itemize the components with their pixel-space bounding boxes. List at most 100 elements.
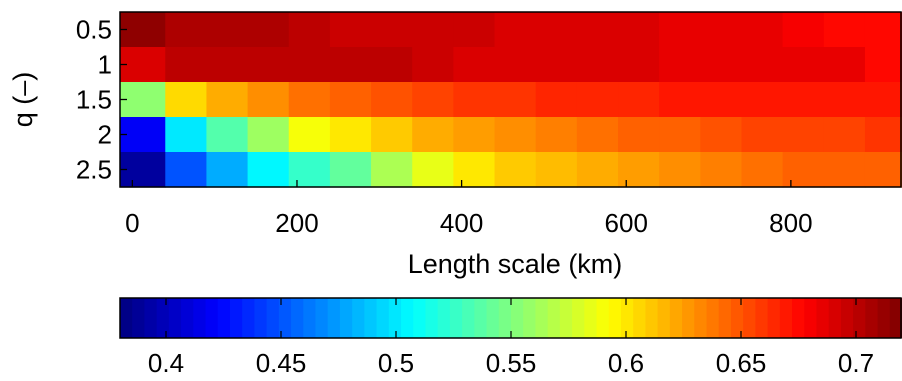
colorbar-swatch	[511, 298, 524, 338]
heatmap-cell	[741, 12, 784, 48]
colorbar-swatch	[572, 298, 585, 338]
heatmap-cell	[535, 47, 578, 83]
colorbar-swatch	[620, 298, 634, 338]
heatmap-cell	[329, 152, 372, 188]
colorbar-swatch	[559, 298, 573, 338]
heatmap-cell	[823, 117, 866, 153]
colorbar-tick-label: 0.45	[256, 348, 307, 378]
heatmap-cell	[165, 47, 208, 83]
heatmap-cell	[412, 82, 454, 118]
heatmap-cell	[165, 12, 208, 48]
heatmap-cell	[535, 117, 578, 153]
heatmap-cell	[823, 12, 866, 48]
colorbar-tick-label: 0.7	[838, 348, 874, 378]
heatmap-cell	[576, 12, 619, 48]
heatmap-cell	[741, 47, 784, 83]
heatmap-cell	[371, 47, 413, 83]
colorbar-swatch	[254, 298, 268, 338]
heatmap-cell	[576, 47, 619, 83]
colorbar-swatch	[339, 298, 353, 338]
colorbar-swatch	[242, 298, 256, 338]
heatmap-cell	[247, 12, 290, 48]
heatmap-cell	[120, 152, 166, 188]
y-tick-label: 1.5	[76, 85, 112, 115]
colorbar-swatch	[462, 298, 475, 338]
heatmap-cell	[453, 47, 496, 83]
heatmap-cell	[206, 47, 249, 83]
y-axis-label: q (–)	[8, 72, 38, 128]
colorbar-swatch	[792, 298, 805, 338]
colorbar-swatch	[828, 298, 842, 338]
colorbar-swatch	[889, 298, 902, 338]
heatmap-cells	[120, 12, 902, 188]
colorbar-swatch	[437, 298, 451, 338]
heatmap-cell	[535, 152, 578, 188]
colorbar-swatch	[767, 298, 781, 338]
colorbar-swatch	[608, 298, 622, 338]
heatmap-cell	[247, 47, 290, 83]
colorbar-swatch	[229, 298, 243, 338]
heatmap-cell	[329, 12, 372, 48]
heatmap-cell	[329, 82, 372, 118]
heatmap-cell	[206, 12, 249, 48]
colorbar-swatch	[120, 298, 133, 338]
colorbar-tick-label: 0.5	[378, 348, 414, 378]
colorbar-swatch	[291, 298, 304, 338]
heatmap-cell	[576, 82, 619, 118]
colorbar-swatch	[315, 298, 329, 338]
heatmap-cell	[700, 12, 743, 48]
heatmap-cell	[618, 117, 660, 153]
heatmap-cell	[700, 152, 743, 188]
heatmap-cell	[288, 12, 331, 48]
colorbar-swatch	[645, 298, 659, 338]
colorbar-swatch	[694, 298, 708, 338]
heatmap-cell	[782, 47, 825, 83]
colorbar-swatch	[266, 298, 280, 338]
colorbar-swatch	[877, 298, 891, 338]
colorbar-tick-label: 0.55	[486, 348, 537, 378]
heatmap-cell	[494, 12, 537, 48]
heatmap-cell	[782, 12, 825, 48]
heatmap-cell	[453, 12, 496, 48]
colorbar-swatch	[327, 298, 341, 338]
colorbar-swatch	[413, 298, 427, 338]
heatmap-cell	[618, 152, 660, 188]
heatmap-cell	[247, 117, 290, 153]
heatmap-cell	[659, 82, 701, 118]
heatmap-cell	[329, 117, 372, 153]
heatmap-cell	[453, 82, 496, 118]
colorbar-tick-label: 0.4	[148, 348, 184, 378]
heatmap-cell	[453, 117, 496, 153]
heatmap-cell	[659, 117, 701, 153]
heatmap-cell	[494, 82, 537, 118]
colorbar-swatch	[853, 298, 866, 338]
heatmap-cell	[741, 117, 784, 153]
x-axis-ticks: 0 200 400 600 800	[125, 180, 813, 238]
heatmap-cell	[494, 152, 537, 188]
colorbar-swatch	[486, 298, 500, 338]
colorbar-swatch	[743, 298, 756, 338]
heatmap-cell	[659, 47, 701, 83]
heatmap-cell	[165, 152, 208, 188]
colorbar-swatch	[596, 298, 610, 338]
colorbar-swatch	[278, 298, 292, 338]
heatmap-cell	[618, 12, 660, 48]
heatmap-cell	[823, 47, 866, 83]
colorbar-swatch	[144, 298, 158, 338]
colorbar-swatches	[120, 298, 902, 338]
heatmap-cell	[782, 82, 825, 118]
colorbar-swatch	[498, 298, 512, 338]
x-tick-label: 400	[440, 208, 483, 238]
heatmap-cell	[700, 47, 743, 83]
heatmap-cell	[576, 152, 619, 188]
colorbar-swatch	[156, 298, 170, 338]
colorbar-swatch	[816, 298, 830, 338]
heatmap-cell	[288, 117, 331, 153]
colorbar-swatch	[364, 298, 378, 338]
heatmap-cell	[206, 82, 249, 118]
heatmap-cell	[206, 152, 249, 188]
heatmap-cell	[288, 47, 331, 83]
x-axis-label: Length scale (km)	[408, 249, 623, 279]
colorbar-swatch	[352, 298, 365, 338]
